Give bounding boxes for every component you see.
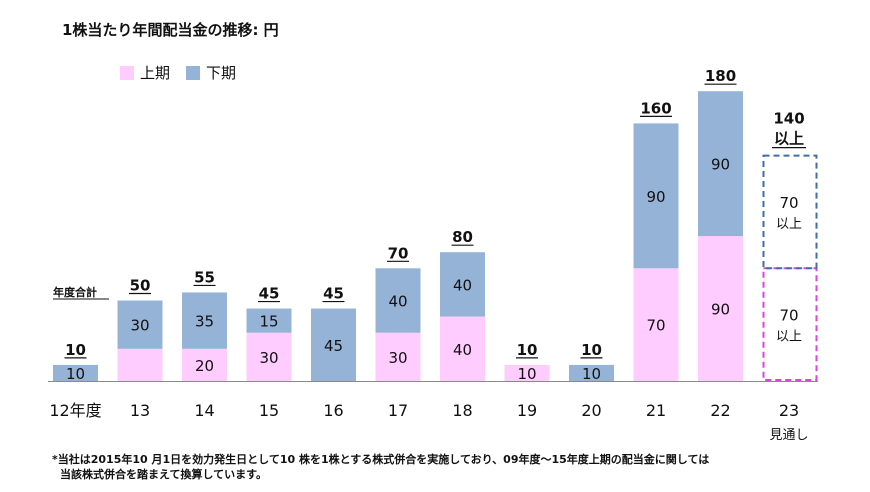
bar-label-first-half: 90	[711, 301, 730, 319]
bar-label-first-half: 40	[453, 341, 472, 359]
x-tick-label: 17	[388, 401, 408, 420]
bar-label-first-half-suffix: 以上	[776, 330, 802, 345]
bar-label-second-half-suffix: 以上	[776, 217, 802, 232]
bar-label-second-half: 15	[259, 313, 278, 331]
total-label: 160	[640, 99, 671, 117]
x-tick-label: 20	[581, 401, 601, 420]
legend-swatch-second-half	[186, 65, 201, 80]
bar-second-half	[311, 308, 356, 381]
bar-label-second-half: 40	[453, 276, 472, 294]
total-label: 55	[194, 268, 215, 286]
bar-label-first-half: 30	[388, 349, 407, 367]
bar-first-half	[375, 332, 421, 381]
chart-title: 1株当たり年間配当金の推移: 円	[62, 21, 279, 39]
bar-label-first-half: 10	[517, 365, 536, 383]
total-label: 10	[517, 341, 538, 359]
x-tick-label: 16	[323, 401, 343, 420]
bar-estimate-first-half	[762, 267, 818, 381]
bar-label-second-half: 35	[195, 313, 214, 331]
bar-label-second-half: 70	[779, 194, 798, 212]
total-label: 45	[323, 285, 344, 303]
total-label: 10	[65, 341, 86, 359]
footnote-line-1: *当社は2015年10 月1日を効力発生日として10 株を1株とする株式併合を実…	[52, 453, 710, 466]
bar-label-second-half: 45	[324, 337, 343, 355]
x-tick-sublabel: 見通し	[769, 428, 808, 443]
bar-estimate-second-half	[762, 154, 818, 270]
bar-second-half	[117, 300, 163, 349]
bar-first-half	[633, 268, 679, 381]
total-label-suffix: 以上	[774, 130, 804, 148]
total-label: 10	[581, 341, 602, 359]
total-label: 45	[259, 285, 280, 303]
bar-first-half	[117, 348, 163, 381]
legend-label-second-half: 下期	[206, 64, 237, 82]
bar-first-half	[440, 316, 485, 381]
x-tick-label: 21	[646, 401, 666, 420]
bar-label-first-half: 20	[195, 357, 214, 375]
bar-label-second-half: 90	[711, 156, 730, 174]
bar-second-half	[53, 364, 98, 381]
bar-label-second-half: 90	[646, 188, 665, 206]
bar-first-half	[698, 236, 743, 381]
x-tick-label: 23	[779, 401, 799, 420]
total-label: 180	[705, 67, 736, 85]
bar-second-half	[440, 252, 485, 317]
bar-first-half	[182, 348, 227, 381]
bar-label-second-half: 40	[388, 293, 407, 311]
x-tick-label: 22	[710, 401, 730, 420]
bar-second-half	[182, 292, 227, 349]
total-label: 70	[388, 244, 409, 262]
total-label: 50	[130, 277, 151, 295]
bar-first-half	[246, 332, 292, 381]
legend-item-second-half: 下期	[186, 62, 236, 83]
bar-second-half	[375, 268, 421, 333]
x-tick-label: 13	[130, 401, 150, 420]
bar-label-second-half: 10	[66, 365, 85, 383]
bar-second-half	[698, 91, 743, 237]
legend-item-first-half: 上期	[120, 62, 170, 83]
bar-label-first-half: 30	[259, 349, 278, 367]
bar-second-half	[246, 308, 292, 333]
bar-label-second-half: 30	[130, 317, 149, 335]
x-tick-label: 15	[259, 401, 279, 420]
bar-label-second-half: 10	[582, 365, 601, 383]
bar-label-first-half: 70	[779, 307, 798, 325]
bar-label-first-half: 70	[646, 317, 665, 335]
x-tick-label: 14	[194, 401, 214, 420]
bar-first-half	[504, 364, 550, 381]
legend: 上期 下期	[120, 62, 246, 83]
x-tick-label: 12年度	[49, 401, 101, 420]
total-label: 80	[452, 228, 473, 246]
bar-second-half	[633, 123, 679, 269]
footnote-line-2: 当該株式併合を踏まえて換算しています。	[60, 468, 268, 481]
x-tick-label: 18	[452, 401, 472, 420]
bar-second-half	[569, 364, 614, 381]
total-label: 140	[773, 110, 804, 128]
legend-label-first-half: 上期	[140, 64, 171, 82]
legend-swatch-first-half	[120, 65, 134, 80]
x-tick-label: 19	[517, 401, 537, 420]
footnote: *当社は2015年10 月1日を効力発生日として10 株を1株とする株式併合を実…	[52, 452, 709, 482]
total-header-label: 年度合計	[53, 285, 97, 299]
